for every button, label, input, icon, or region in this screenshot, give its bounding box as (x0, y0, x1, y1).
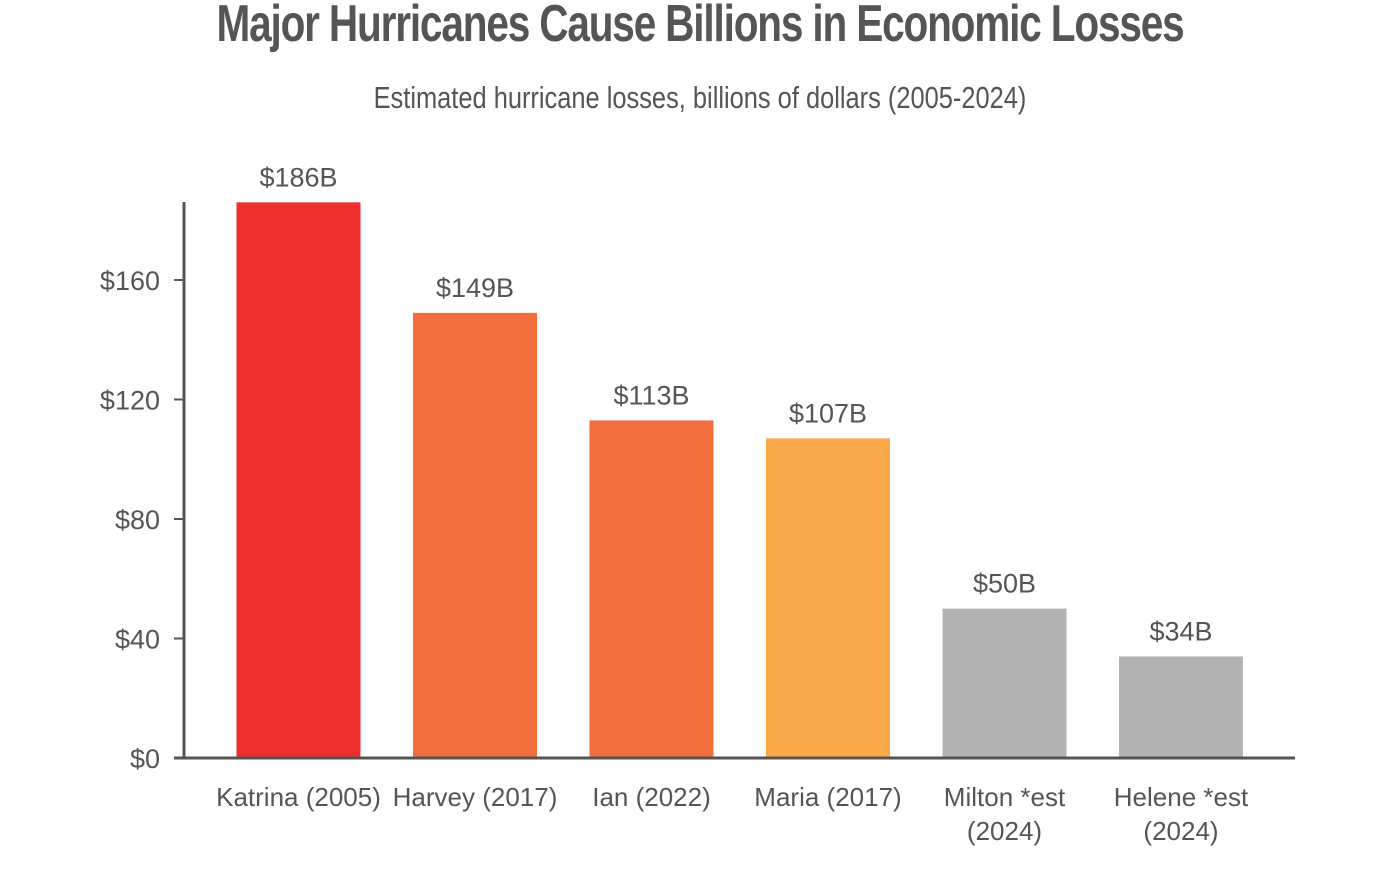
x-tick-label: Katrina (2005) (216, 782, 381, 812)
data-label: $186B (259, 162, 337, 192)
chart-title: Major Hurricanes Cause Billions in Econo… (216, 0, 1184, 53)
bar (413, 312, 537, 758)
data-label: $34B (1149, 616, 1212, 646)
data-label: $107B (789, 398, 867, 428)
x-tick-label: (2024) (967, 816, 1042, 846)
data-label: $50B (973, 569, 1036, 599)
y-tick-label: $120 (100, 386, 160, 416)
y-tick-label: $80 (115, 505, 160, 535)
chart-subtitle: Estimated hurricane losses, billions of … (373, 80, 1027, 115)
y-tick-label: $40 (115, 625, 160, 655)
bar (589, 420, 714, 758)
data-label: $149B (436, 273, 514, 303)
x-tick-label: Helene *est (1114, 782, 1249, 812)
bar (1119, 656, 1243, 758)
bar (236, 202, 361, 758)
bar (942, 608, 1067, 758)
x-tick-label: (2024) (1143, 816, 1218, 846)
bars: $186B $149B $113B $107B $50B $34B (236, 162, 1243, 758)
x-tick-label: Ian (2022) (592, 782, 711, 812)
data-label: $113B (613, 380, 689, 410)
y-tick-label: $160 (100, 266, 160, 296)
x-tick-label: Maria (2017) (754, 782, 901, 812)
x-tick-label: Milton *est (944, 782, 1066, 812)
bar (766, 438, 890, 758)
y-axis: $0 $40 $80 $120 $160 (100, 202, 186, 774)
y-tick-label: $0 (130, 744, 160, 774)
x-tick-label: Harvey (2017) (393, 782, 558, 812)
x-axis: Katrina (2005) Harvey (2017) Ian (2022) Mar… (174, 756, 1295, 846)
